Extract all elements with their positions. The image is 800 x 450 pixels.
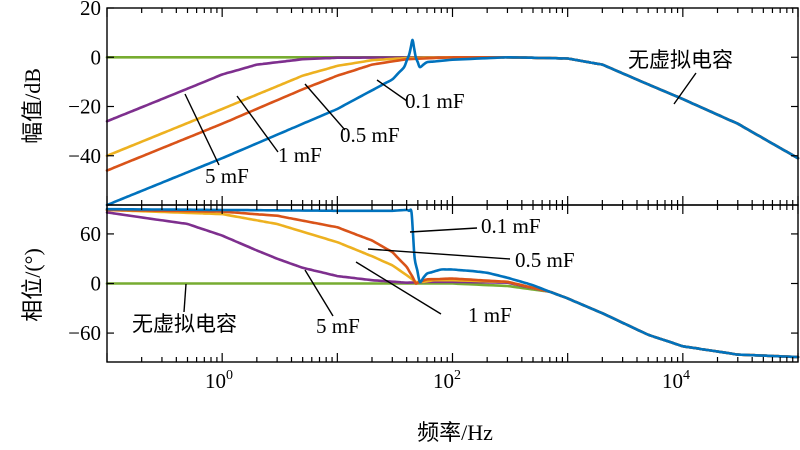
- phase-panel: 60 0 −60 相位/(°) 100 102 104 频率/Hz 0.1 mF 0…: [20, 204, 800, 445]
- magnitude-leader-no-vc: [673, 72, 697, 105]
- svg-text:104: 104: [662, 368, 690, 393]
- magnitude-annotation-0-5mf: 0.5 mF: [340, 123, 400, 147]
- magnitude-y-tick-label: −40: [68, 144, 101, 168]
- svg-text:102: 102: [433, 368, 461, 393]
- x-tick-label-1e2: 102: [433, 368, 461, 393]
- phase-leader-no-vc: [183, 283, 187, 313]
- magnitude-annotation-5mf: 5 mF: [205, 164, 249, 188]
- magnitude-leader-1mf: [236, 95, 279, 153]
- magnitude-y-ticks: 20 0 −20 −40: [68, 0, 798, 168]
- phase-curves: [105, 207, 800, 359]
- magnitude-series-0-1mf: [105, 38, 800, 207]
- x-axis-label: 频率/Hz: [417, 420, 493, 445]
- phase-annotation-0-1mf: 0.1 mF: [481, 214, 541, 238]
- x-tick-label-1e4: 104: [662, 368, 690, 393]
- magnitude-panel: 20 0 −20 −40 幅值/dB 无虚拟电容 0.1 mF 0.5 mF 1 mF…: [20, 0, 800, 207]
- phase-annotation-no-vc: 无虚拟电容: [132, 312, 237, 336]
- phase-y-tick-label: 60: [80, 222, 101, 246]
- x-tick-exponent-0: 0: [226, 368, 233, 383]
- phase-y-tick-label: −60: [68, 321, 101, 345]
- phase-leader-0-5mf: [367, 248, 511, 260]
- magnitude-annotation-0-1mf: 0.1 mF: [405, 89, 465, 113]
- phase-series-0-1mf: [105, 207, 800, 359]
- magnitude-leader-5mf: [184, 93, 220, 166]
- magnitude-y-tick-label: −20: [68, 95, 101, 119]
- svg-text:100: 100: [205, 368, 233, 393]
- magnitude-y-tick-label: 0: [91, 45, 102, 69]
- magnitude-leader-0-5mf: [304, 83, 346, 131]
- x-tick-exponent-2: 2: [454, 368, 461, 383]
- x-tick-exponent-4: 4: [683, 368, 690, 383]
- magnitude-y-axis-label: 幅值/dB: [20, 68, 45, 144]
- phase-leader-1mf: [355, 261, 442, 315]
- phase-annotation-1mf: 1 mF: [468, 303, 512, 327]
- phase-annotation-5mf: 5 mF: [316, 314, 360, 338]
- magnitude-curves: [105, 38, 800, 207]
- magnitude-leader-0-1mf: [376, 79, 408, 102]
- magnitude-x-ticks: [106, 8, 799, 205]
- magnitude-y-tick-label: 20: [80, 0, 101, 20]
- phase-leader-0-1mf: [409, 227, 478, 233]
- phase-leader-5mf: [304, 269, 334, 317]
- magnitude-annotation-no-vc: 无虚拟电容: [628, 48, 733, 72]
- magnitude-annotation-1mf: 1 mF: [278, 143, 322, 167]
- x-tick-label-1e0: 100: [205, 368, 233, 393]
- phase-annotation-0-5mf: 0.5 mF: [515, 248, 575, 272]
- phase-y-axis-label: 相位/(°): [20, 248, 45, 322]
- phase-x-ticks: [106, 205, 799, 362]
- phase-y-ticks: 60 0 −60: [68, 222, 798, 345]
- phase-y-tick-label: 0: [91, 272, 102, 296]
